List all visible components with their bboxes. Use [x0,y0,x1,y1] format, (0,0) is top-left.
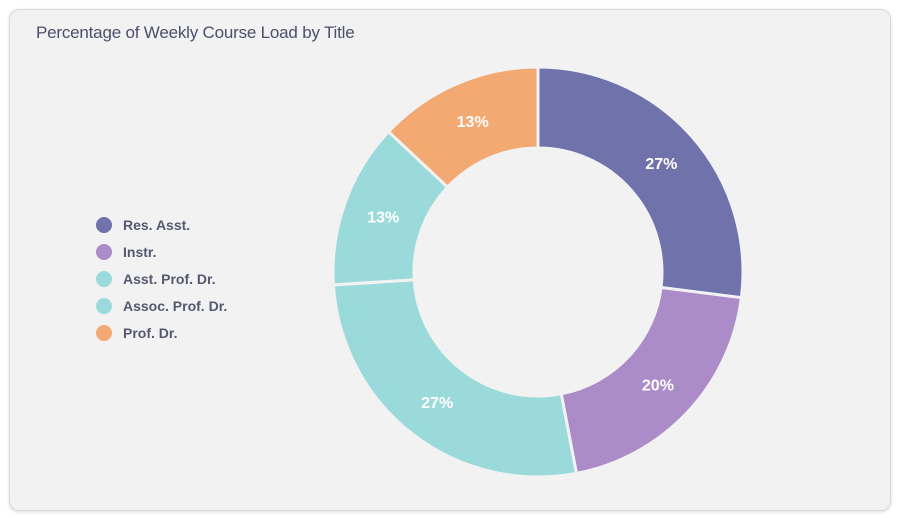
slice-label: 13% [367,209,399,226]
legend-item[interactable]: Assoc. Prof. Dr. [96,292,227,319]
chart-title: Percentage of Weekly Course Load by Titl… [36,23,355,42]
legend-label: Assoc. Prof. Dr. [123,297,228,314]
legend-label: Asst. Prof. Dr. [123,270,216,287]
donut-slice[interactable] [559,285,744,476]
legend: Res. Asst. Instr. Asst. Prof. Dr. Assoc. Pr… [96,211,227,346]
legend-item[interactable]: Asst. Prof. Dr. [96,265,227,292]
slice-label: 13% [457,114,489,131]
donut-slice[interactable] [536,65,745,300]
legend-swatch [96,216,112,233]
legend-item[interactable]: Prof. Dr. [96,319,227,346]
legend-swatch [96,243,112,260]
donut-slice[interactable] [386,65,540,190]
donut-slice[interactable] [331,278,579,479]
legend-label: Prof. Dr. [123,324,178,341]
legend-item[interactable]: Res. Asst. [96,211,227,238]
slice-label: 27% [421,395,453,412]
legend-item[interactable]: Instr. [96,238,227,265]
legend-label: Instr. [123,243,157,260]
legend-swatch [96,270,112,287]
slice-label: 20% [642,378,674,395]
legend-swatch [96,297,112,314]
slice-label: 27% [645,156,677,173]
legend-label: Res. Asst. [123,216,191,233]
legend-swatch [96,324,112,341]
